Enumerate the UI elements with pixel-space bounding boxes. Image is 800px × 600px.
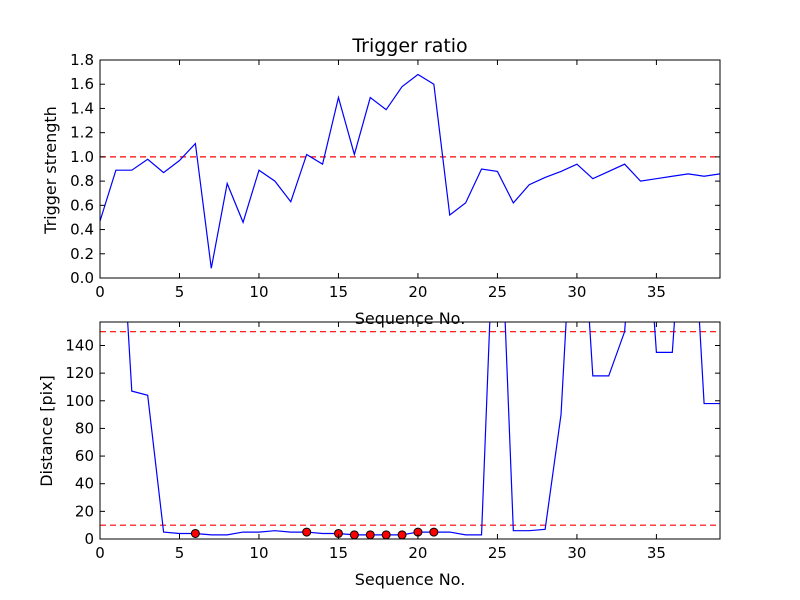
x-axis-label: Sequence No. — [355, 309, 466, 328]
x-tick-label: 10 — [249, 544, 268, 562]
y-tick-label: 140 — [65, 336, 94, 354]
data-point — [190, 528, 200, 538]
y-tick-label: 80 — [75, 419, 94, 437]
y-axis-label: Distance [pix] — [37, 375, 56, 487]
series-line — [100, 73, 720, 269]
data-point — [349, 530, 359, 539]
x-tick-label: 0 — [95, 544, 105, 562]
y-tick-label: 20 — [75, 502, 94, 520]
x-tick-label: 30 — [567, 544, 586, 562]
data-point — [429, 527, 439, 537]
chart-title: Trigger ratio — [351, 35, 467, 57]
y-tick-label: 60 — [75, 447, 94, 465]
axes-frame — [99, 59, 721, 279]
x-tick-label: 15 — [329, 544, 348, 562]
x-tick-label: 5 — [175, 283, 185, 301]
trigger-ratio-chart: Trigger ratio Sequence No. Trigger stren… — [41, 35, 721, 328]
x-tick-label: 20 — [408, 544, 427, 562]
y-tick-label: 0.6 — [70, 196, 94, 214]
x-tick-label: 30 — [567, 283, 586, 301]
y-tick-label: 1.0 — [70, 148, 94, 166]
y-tick-label: 40 — [75, 475, 94, 493]
y-tick-label: 1.2 — [70, 124, 94, 142]
plot-area — [100, 73, 720, 269]
y-tick-label: 120 — [65, 364, 94, 382]
y-tick-label: 0.2 — [70, 245, 94, 263]
data-point — [365, 530, 375, 539]
y-tick-label: 0 — [84, 530, 94, 548]
data-point — [397, 530, 407, 539]
x-tick-label: 15 — [329, 283, 348, 301]
y-tick-label: 0.4 — [70, 221, 94, 239]
x-tick-label: 25 — [488, 544, 507, 562]
x-tick-label: 10 — [249, 283, 268, 301]
x-tick-label: 5 — [175, 544, 185, 562]
data-point — [381, 530, 391, 539]
y-tick-label: 0.8 — [70, 172, 94, 190]
x-axis-label: Sequence No. — [355, 570, 466, 589]
x-tick-label: 25 — [488, 283, 507, 301]
data-point — [302, 527, 312, 537]
axes-frame — [99, 321, 721, 540]
y-tick-label: 100 — [65, 392, 94, 410]
x-tick-label: 35 — [647, 544, 666, 562]
x-tick-label: 0 — [95, 283, 105, 301]
distance-chart: Sequence No. Distance [pix] 0 5 10 15 20 25 30… — [37, 321, 721, 589]
y-tick-label: 1.6 — [70, 75, 94, 93]
x-tick-label: 35 — [647, 283, 666, 301]
series-line — [127, 322, 720, 536]
y-axis-label: Trigger strength — [41, 106, 60, 235]
plot-area — [100, 322, 720, 539]
y-tick-label: 1.8 — [70, 51, 94, 69]
y-tick-label: 1.4 — [70, 99, 94, 117]
x-tick-label: 20 — [408, 283, 427, 301]
y-tick-label: 0.0 — [70, 269, 94, 287]
